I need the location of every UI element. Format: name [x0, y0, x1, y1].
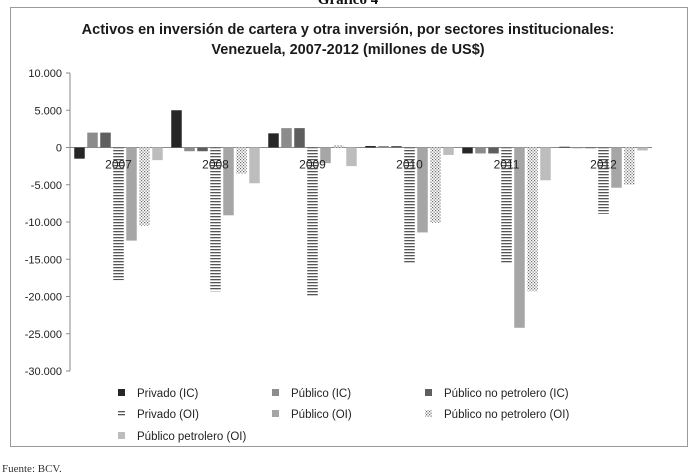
legend-swatch [425, 389, 432, 396]
chart-title: Activos en inversión de cartera y otra i… [10, 20, 686, 60]
legend-label: Público no petrolero (IC) [444, 388, 569, 400]
bar-2010-s6 [430, 147, 441, 223]
bar-2008-s5 [223, 147, 234, 216]
legend-swatch [118, 389, 125, 396]
bar-2011-s1 [462, 147, 473, 154]
y-tick-label: 10.000 [28, 68, 62, 80]
legend-label: Público (OI) [291, 409, 352, 421]
bar-2010-s5 [417, 147, 428, 233]
y-tick-label: -5.000 [31, 180, 62, 192]
bar-2009-s4 [307, 147, 318, 297]
bar-2009-s5 [320, 147, 331, 164]
bar-2009-s7 [346, 147, 357, 167]
x-tick-label: 2011 [494, 158, 520, 172]
bar-2008-s7 [249, 147, 260, 184]
bar-2011-s6 [527, 147, 538, 292]
bar-2009-s6 [333, 145, 344, 148]
bar-2007-s4 [113, 147, 124, 281]
bar-2012-s1 [559, 146, 570, 148]
bar-2007-s7 [152, 147, 163, 161]
y-tick-label: -25.000 [25, 329, 62, 341]
figure-caption: Gráfico 4 [317, 0, 379, 8]
bar-2012-s2 [572, 147, 583, 149]
bar-2008-s1 [171, 110, 182, 148]
bar-2010-s4 [404, 147, 415, 263]
x-tick-label: 2007 [105, 158, 132, 172]
category-labels-group: 2007 2008 2009 2010 2011 2012 [105, 158, 617, 172]
bar-2010-s7 [443, 147, 454, 155]
y-tick-label: -15.000 [25, 254, 62, 266]
bar-2011-s7 [540, 147, 551, 181]
bar-2010-s3 [391, 146, 402, 148]
legend-swatch [272, 389, 279, 396]
legend-group: Privado (IC) Público (IC) Público no petro… [118, 388, 569, 443]
bar-2012-s3 [585, 147, 596, 149]
bar-2007-s1 [74, 147, 85, 159]
bar-2010-s2 [378, 146, 389, 148]
x-tick-label: 2008 [202, 158, 229, 172]
legend-swatch [118, 410, 125, 417]
legend-label: Privado (IC) [137, 388, 199, 400]
legend-swatch [118, 432, 125, 439]
bar-2009-s2 [281, 128, 292, 148]
legend-label: Privado (OI) [137, 409, 199, 421]
bars-group [74, 110, 648, 328]
y-tick-label: 0 [56, 143, 62, 155]
y-tick-label: -10.000 [25, 217, 62, 229]
legend-swatch [272, 410, 279, 417]
legend-label: Público petrolero (OI) [137, 431, 246, 443]
bar-2012-s4 [598, 147, 609, 214]
chart-title-line1: Activos en inversión de cartera y otra i… [81, 22, 615, 38]
bar-2012-s6 [624, 147, 635, 185]
chart-title-line2: Venezuela, 2007-2012 (millones de US$) [211, 42, 485, 58]
bar-2008-s6 [236, 147, 247, 174]
bar-2011-s4 [501, 147, 512, 263]
x-tick-label: 2012 [590, 158, 617, 172]
legend-label: Público no petrolero (OI) [444, 409, 569, 421]
x-tick-label: 2010 [396, 158, 423, 172]
bar-2007-s6 [139, 147, 150, 226]
bar-2011-s5 [514, 147, 525, 328]
bar-2012-s7 [637, 147, 648, 151]
bar-2010-s1 [365, 146, 376, 148]
bar-2011-s3 [488, 147, 499, 154]
bar-2008-s4 [210, 147, 221, 292]
bar-2007-s2 [87, 132, 98, 148]
bar-2008-s2 [184, 147, 195, 152]
axes-group: 10.000 5.000 0 -5.000 -10.000 -15.000 -20.000 -… [25, 68, 652, 378]
legend-label: Público (IC) [291, 388, 351, 400]
bar-2008-s3 [197, 147, 208, 152]
bar-2012-s5 [611, 147, 622, 188]
legend-swatch [425, 410, 432, 417]
bar-2011-s2 [475, 147, 486, 154]
bar-2009-s1 [268, 133, 279, 148]
source-note: Fuente: BCV. [2, 463, 62, 475]
bar-2007-s3 [100, 132, 111, 148]
y-tick-label: -20.000 [25, 292, 62, 304]
y-tick-label: 5.000 [34, 105, 62, 117]
y-tick-label: -30.000 [25, 366, 62, 378]
bar-2009-s3 [294, 128, 305, 148]
bar-2007-s5 [126, 147, 137, 241]
x-tick-label: 2009 [299, 158, 326, 172]
